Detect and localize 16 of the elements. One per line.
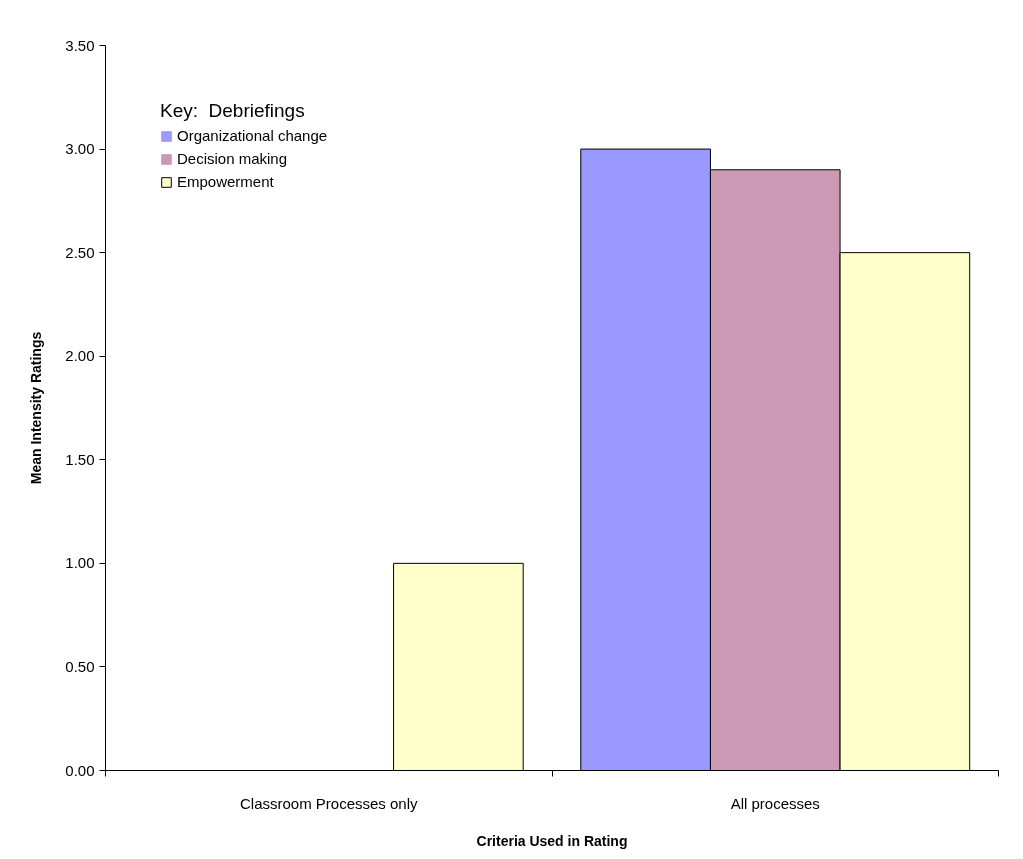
y-tick-label: 0.00 <box>65 761 95 779</box>
x-tick-label: Classroom Processes only <box>239 794 419 812</box>
legend-label: Decision making <box>177 150 288 167</box>
y-tick-label: 2.00 <box>65 347 95 365</box>
y-tick-label: 3.00 <box>65 140 95 158</box>
legend-title: Key: Debriefings <box>160 100 306 122</box>
y-tick-label: 3.50 <box>65 36 95 54</box>
x-axis-title: Criteria Used in Rating <box>476 832 628 849</box>
y-tick-label: 0.50 <box>65 657 95 675</box>
y-tick-label: 1.50 <box>65 450 95 468</box>
x-tick-label: All processes <box>730 794 820 812</box>
legend-label: Organizational change <box>177 127 328 144</box>
y-tick-label: 1.00 <box>65 554 95 572</box>
y-tick-label: 2.50 <box>65 243 95 261</box>
y-axis-title: Mean Intensity Ratings <box>28 331 45 485</box>
legend-label: Empowerment <box>177 173 274 190</box>
